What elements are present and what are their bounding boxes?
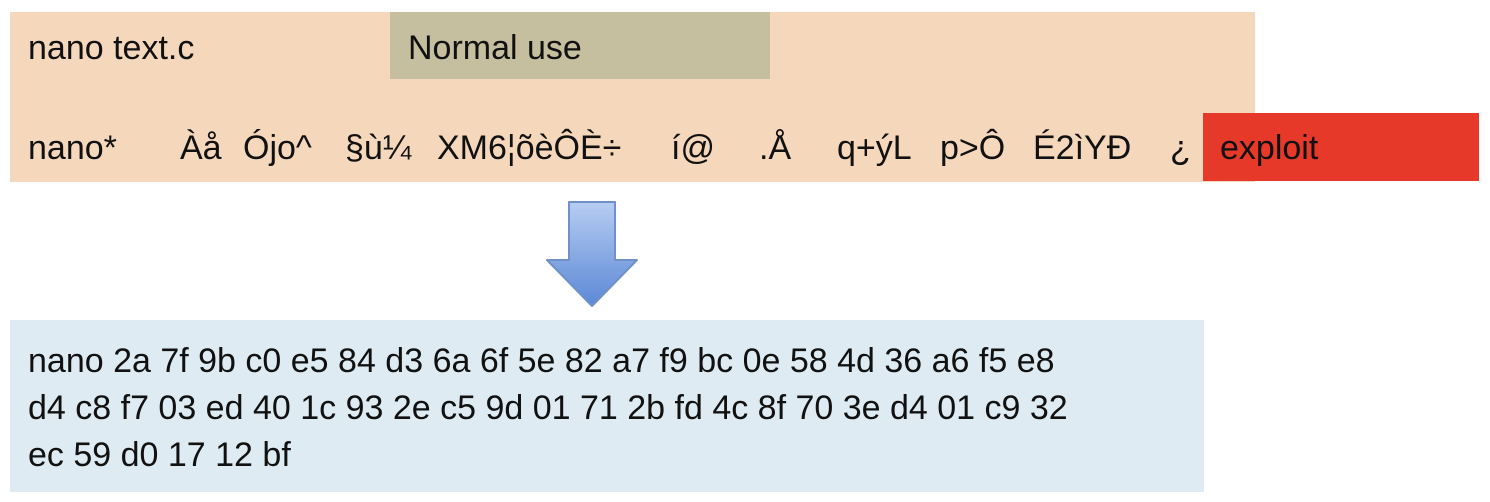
normal-use-label: Normal use	[408, 29, 582, 67]
payload-token: Ójo^	[243, 129, 312, 167]
normal-command-text: nano text.c	[28, 29, 195, 67]
hex-line: nano 2a 7f 9b c0 e5 84 d3 6a 6f 5e 82 a7…	[28, 342, 1055, 380]
payload-token: É2ìYÐ	[1033, 129, 1132, 167]
payload-token: .Å	[759, 129, 792, 167]
normal-use-highlight	[390, 12, 770, 79]
hex-dump-panel	[10, 320, 1204, 492]
payload-token: XM6¦õèÔÈ÷	[437, 129, 622, 167]
hex-line: ec 59 d0 17 12 bf	[28, 436, 291, 474]
down-arrow-icon	[546, 201, 638, 307]
hex-dump-text: nano 2a 7f 9b c0 e5 84 d3 6a 6f 5e 82 a7…	[28, 338, 1188, 479]
exploit-highlight	[1203, 113, 1479, 181]
payload-token: nano*	[28, 129, 117, 167]
payload-token: §ù¼	[345, 129, 412, 167]
hex-line: d4 c8 f7 03 ed 40 1c 93 2e c5 9d 01 71 2…	[28, 389, 1068, 427]
exploit-label: exploit	[1220, 129, 1319, 167]
payload-token: Àå	[180, 129, 222, 167]
payload-token: ¿	[1170, 129, 1191, 167]
payload-token: q+ýL	[837, 129, 912, 167]
payload-token: p>Ô	[940, 129, 1006, 167]
payload-token: í@	[671, 129, 715, 167]
